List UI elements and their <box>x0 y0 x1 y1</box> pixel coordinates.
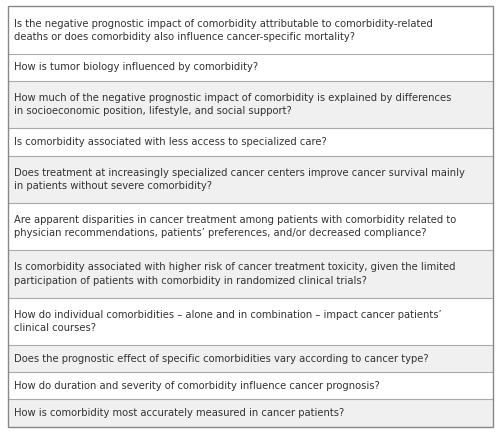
Bar <box>8 298 492 345</box>
Text: Does treatment at increasingly specialized cancer centers improve cancer surviva: Does treatment at increasingly specializ… <box>14 168 464 191</box>
Text: How do individual comorbidities – alone and in combination – impact cancer patie: How do individual comorbidities – alone … <box>14 310 441 333</box>
Text: Is comorbidity associated with less access to specialized care?: Is comorbidity associated with less acce… <box>14 137 326 147</box>
Bar <box>8 6 492 54</box>
Text: Is the negative prognostic impact of comorbidity attributable to comorbidity-rel: Is the negative prognostic impact of com… <box>14 19 432 42</box>
Bar <box>8 372 492 399</box>
Text: How do duration and severity of comorbidity influence cancer prognosis?: How do duration and severity of comorbid… <box>14 381 380 391</box>
Bar <box>8 54 492 81</box>
Text: How much of the negative prognostic impact of comorbidity is explained by differ: How much of the negative prognostic impa… <box>14 93 451 116</box>
Bar <box>8 81 492 129</box>
Bar <box>8 203 492 250</box>
Text: Does the prognostic effect of specific comorbidities vary according to cancer ty: Does the prognostic effect of specific c… <box>14 354 428 364</box>
Text: Are apparent disparities in cancer treatment among patients with comorbidity rel: Are apparent disparities in cancer treat… <box>14 215 456 238</box>
Bar <box>8 129 492 155</box>
Text: How is tumor biology influenced by comorbidity?: How is tumor biology influenced by comor… <box>14 62 258 72</box>
Text: Is comorbidity associated with higher risk of cancer treatment toxicity, given t: Is comorbidity associated with higher ri… <box>14 262 455 286</box>
Bar <box>8 399 492 427</box>
Text: How is comorbidity most accurately measured in cancer patients?: How is comorbidity most accurately measu… <box>14 408 344 418</box>
Bar <box>8 155 492 203</box>
Bar <box>8 250 492 298</box>
Bar <box>8 345 492 372</box>
